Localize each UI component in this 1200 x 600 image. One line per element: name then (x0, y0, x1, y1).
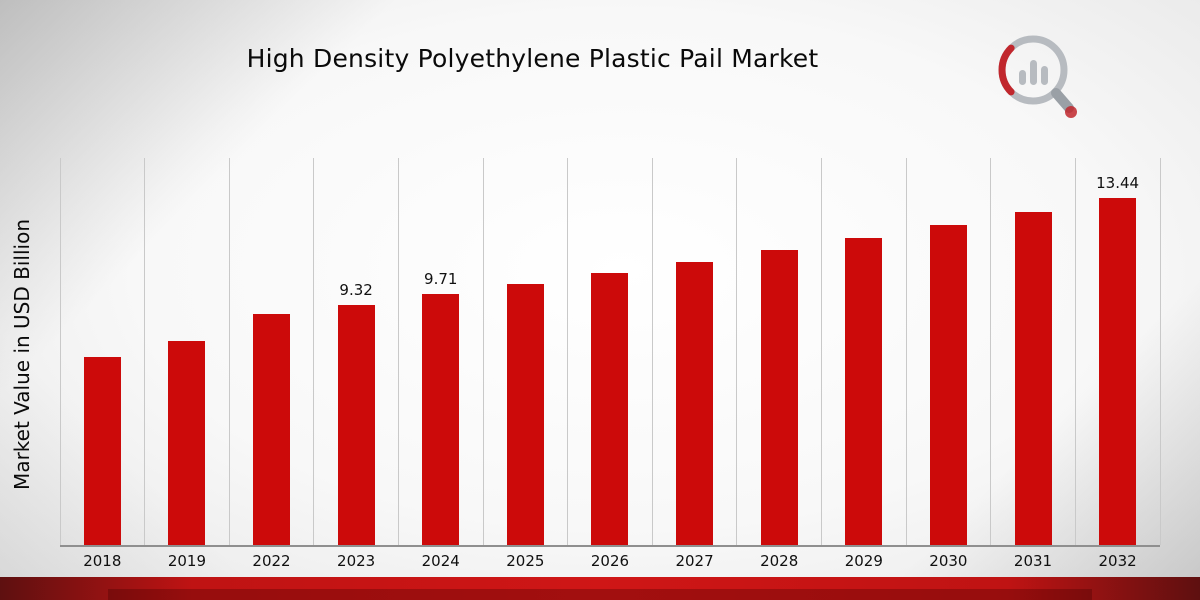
gridline (313, 158, 315, 545)
bar-series: 9.32 9.71 13.44 (60, 158, 1160, 545)
bar-2031 (1014, 212, 1052, 545)
bar-slot (737, 158, 822, 545)
gridline (1159, 158, 1161, 545)
x-tick-label: 2026 (590, 552, 630, 570)
bar-slot (145, 158, 230, 545)
bar-value-label: 9.71 (424, 270, 458, 289)
bar-2030 (929, 225, 967, 545)
bar-slot: 13.44 (1075, 158, 1160, 545)
y-axis-label: Market Value in USD Billion (4, 160, 40, 548)
chart-title: High Density Polyethylene Plastic Pail M… (246, 44, 819, 73)
bar-2025 (506, 284, 544, 545)
x-tick-label: 2027 (675, 552, 714, 570)
bar-slot (991, 158, 1076, 545)
gridline (144, 158, 146, 545)
bar-2018 (83, 356, 121, 545)
x-tick-label: 2032 (1098, 552, 1137, 570)
gridline (567, 158, 569, 545)
x-tick-label: 2031 (1013, 552, 1053, 570)
x-tick-label: 2022 (252, 552, 291, 570)
gridline (482, 158, 484, 545)
x-tick-label: 2018 (83, 552, 122, 570)
bar-value-label: 9.32 (339, 280, 373, 299)
plot-area: 9.32 9.71 13.44 (59, 158, 1161, 547)
bar-2019 (168, 341, 206, 545)
gridline (228, 158, 230, 545)
x-tick-label: 2019 (167, 552, 206, 570)
gridline (1074, 158, 1076, 545)
bar-slot (229, 158, 314, 545)
bar-slot: 9.71 (398, 158, 483, 545)
bar-slot: 9.32 (314, 158, 399, 545)
footer-red-band-inner (108, 589, 1092, 600)
x-tick-label: 2024 (421, 552, 460, 570)
gridline (990, 158, 992, 545)
bar-slot (483, 158, 568, 545)
bar-slot (821, 158, 906, 545)
x-tick-label: 2029 (844, 552, 883, 570)
footer-red-band (0, 577, 1200, 600)
gridline (821, 158, 823, 545)
bar-2022 (253, 314, 291, 545)
bar-slot (60, 158, 145, 545)
bar-2027 (676, 261, 714, 545)
bar-2026 (591, 273, 629, 545)
bar-slot (652, 158, 737, 545)
x-tick-label: 2028 (760, 552, 799, 570)
gridline (59, 158, 61, 545)
gridline (736, 158, 738, 545)
bar-value-label: 13.44 (1096, 174, 1140, 193)
gridline (905, 158, 907, 545)
x-tick-label: 2025 (506, 552, 545, 570)
x-axis-tick-labels: 2018 2019 2022 2023 2024 2025 2026 2027 2028 2029… (60, 552, 1160, 570)
magnifier-bar-chart-logo-icon (985, 26, 1085, 125)
x-tick-label: 2030 (929, 552, 968, 570)
bar-slot (568, 158, 653, 545)
bar-2024 (422, 294, 460, 545)
gridline (397, 158, 399, 545)
bar-2032 (1099, 198, 1137, 545)
gridline (651, 158, 653, 545)
bar-slot (906, 158, 991, 545)
y-axis-label-text: Market Value in USD Billion (10, 218, 34, 490)
bar-2029 (845, 237, 883, 545)
bar-2023 (337, 304, 375, 545)
x-tick-label: 2023 (337, 552, 376, 570)
bar-2028 (760, 250, 798, 545)
